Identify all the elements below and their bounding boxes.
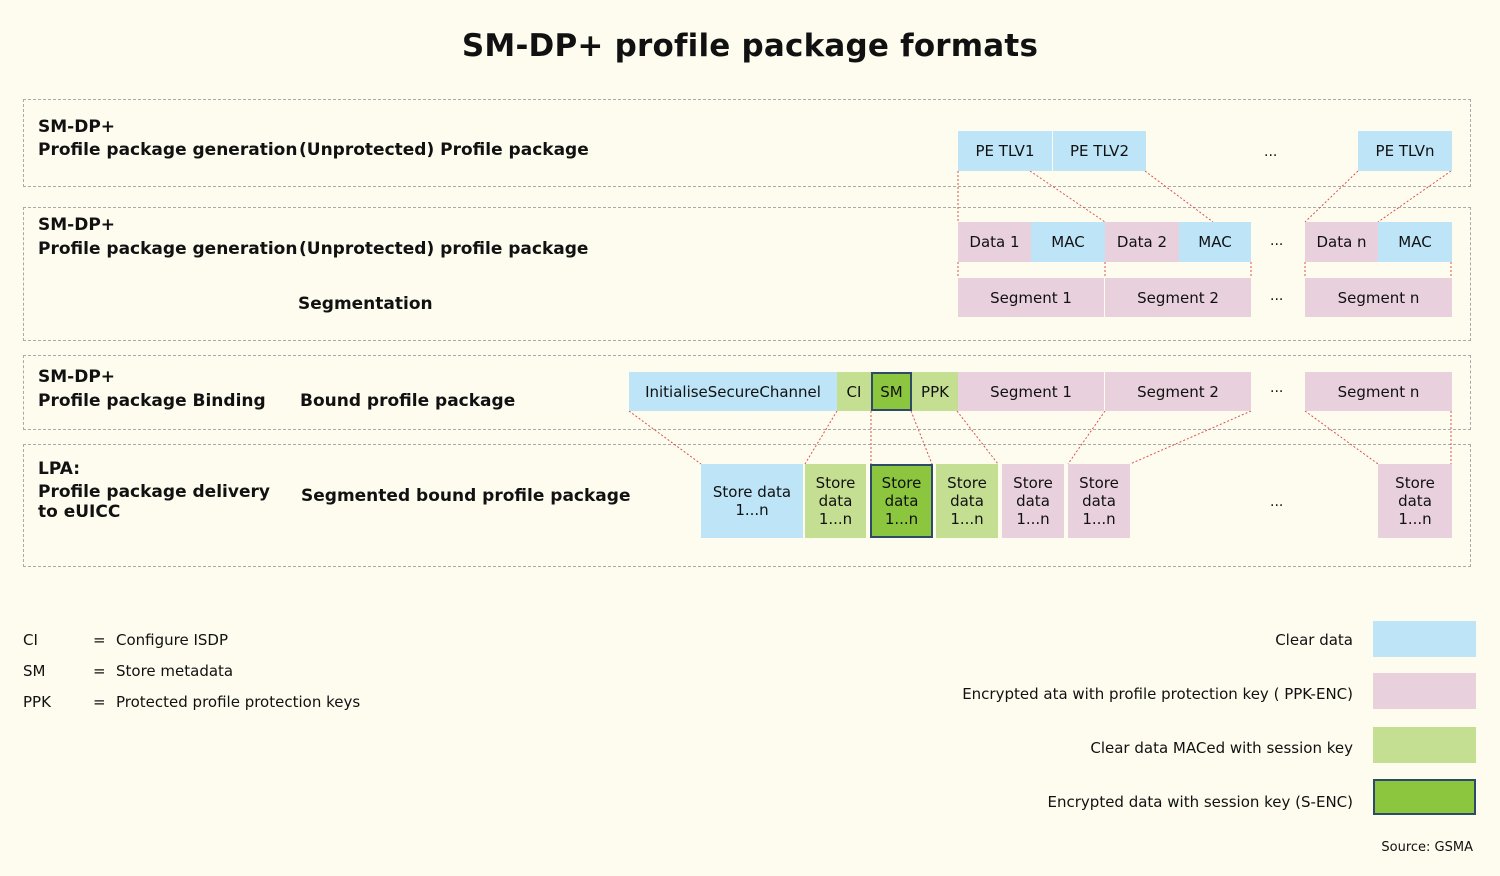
data-label: data bbox=[950, 492, 984, 510]
abbr-sm-eq: = bbox=[93, 662, 106, 680]
range-label: 1...n bbox=[1082, 510, 1116, 528]
legend-swatch-clear bbox=[1373, 621, 1476, 657]
row4-label-2: Profile package delivery bbox=[38, 482, 270, 502]
store-data-isc-box: Store data 1...n bbox=[701, 464, 803, 538]
row4-label-3: to eUICC bbox=[38, 502, 121, 522]
mac1-box: MAC bbox=[1031, 222, 1105, 262]
store-label: Store bbox=[815, 474, 856, 492]
ppk-box: PPK bbox=[912, 372, 958, 411]
store-data-ppk-box: Store data 1...n bbox=[936, 464, 998, 538]
abbr-ci-eq: = bbox=[93, 631, 106, 649]
initialise-secure-channel-box: InitialiseSecureChannel bbox=[629, 372, 837, 411]
legend-label-s-enc: Encrypted data with session key (S-ENC) bbox=[1047, 793, 1353, 811]
pe-tlvn-box: PE TLVn bbox=[1358, 131, 1452, 171]
abbr-sm: SM bbox=[23, 662, 46, 680]
store-label: Store bbox=[881, 474, 922, 492]
range-label: 1...n bbox=[1016, 510, 1050, 528]
ci-box: CI bbox=[837, 372, 871, 411]
row2-label-1: SM-DP+ bbox=[38, 215, 116, 235]
macn-box: MAC bbox=[1378, 222, 1452, 262]
range-label: 1...n bbox=[818, 510, 853, 528]
row1-label-2: Profile package generation bbox=[38, 140, 298, 160]
row4-label-1: LPA: bbox=[38, 459, 81, 479]
store-data-sm-box: Store data 1...n bbox=[870, 464, 933, 538]
store-data-segment1-box: Store data 1...n bbox=[1002, 464, 1064, 538]
legend-label-ppk-enc: Encrypted ata with profile protection ke… bbox=[962, 685, 1353, 703]
pe-tlv1-box: PE TLV1 bbox=[958, 131, 1052, 171]
band-binding bbox=[23, 355, 1471, 430]
ellipsis: ... bbox=[1270, 494, 1284, 510]
store-data-label: Store data bbox=[712, 483, 792, 501]
pe-tlv2-box: PE TLV2 bbox=[1053, 131, 1146, 171]
range-label: 1...n bbox=[884, 510, 919, 528]
band-generation-1 bbox=[23, 99, 1471, 187]
row4-description: Segmented bound profile package bbox=[301, 486, 631, 506]
band-generation-2 bbox=[23, 207, 1471, 341]
legend-swatch-s-enc bbox=[1373, 779, 1476, 815]
abbr-ppk: PPK bbox=[23, 693, 51, 711]
abbr-ci: CI bbox=[23, 631, 38, 649]
data-label: data bbox=[884, 492, 919, 510]
range-label: 1...n bbox=[1398, 510, 1432, 528]
row2-description: (Unprotected) profile package bbox=[299, 239, 589, 259]
sm-box: SM bbox=[871, 372, 912, 411]
abbr-ppk-eq: = bbox=[93, 693, 106, 711]
ellipsis: ... bbox=[1270, 233, 1284, 249]
bound-segmentn-box: Segment n bbox=[1305, 372, 1452, 411]
row1-description: (Unprotected) Profile package bbox=[299, 140, 589, 160]
row1-label-1: SM-DP+ bbox=[38, 117, 116, 137]
data-label: data bbox=[1016, 492, 1050, 510]
store-label: Store bbox=[1395, 474, 1435, 492]
data-label: data bbox=[818, 492, 853, 510]
range-label: 1...n bbox=[950, 510, 984, 528]
store-data-segmentn-box: Store data 1...n bbox=[1378, 464, 1452, 538]
store-label: Store bbox=[947, 474, 987, 492]
data-label: data bbox=[1082, 492, 1116, 510]
ellipsis: ... bbox=[1270, 288, 1284, 304]
bound-segment1-box: Segment 1 bbox=[958, 372, 1104, 411]
data1-box: Data 1 bbox=[958, 222, 1031, 262]
legend-label-maced: Clear data MACed with session key bbox=[1090, 739, 1353, 757]
datan-box: Data n bbox=[1305, 222, 1378, 262]
source-note: Source: GSMA bbox=[1381, 840, 1473, 855]
row3-label-1: SM-DP+ bbox=[38, 367, 116, 387]
row3-description: Bound profile package bbox=[300, 391, 516, 411]
store-label: Store bbox=[1079, 474, 1119, 492]
data2-box: Data 2 bbox=[1105, 222, 1179, 262]
segment1-box: Segment 1 bbox=[958, 278, 1104, 317]
mac2-box: MAC bbox=[1179, 222, 1251, 262]
row2-segmentation-label: Segmentation bbox=[298, 294, 433, 314]
row2-label-2: Profile package generation bbox=[38, 239, 298, 259]
segmentn-box: Segment n bbox=[1305, 278, 1452, 317]
store-data-ci-box: Store data 1...n bbox=[805, 464, 866, 538]
abbr-ppk-meaning: Protected profile protection keys bbox=[116, 693, 361, 711]
diagram-title: SM-DP+ profile package formats bbox=[461, 28, 1039, 64]
segment2-box: Segment 2 bbox=[1105, 278, 1251, 317]
row3-label-2: Profile package Binding bbox=[38, 391, 266, 411]
legend-swatch-ppk-enc bbox=[1373, 673, 1476, 709]
abbr-ci-meaning: Configure ISDP bbox=[116, 631, 229, 649]
ellipsis: ... bbox=[1264, 144, 1278, 160]
store-label: Store bbox=[1013, 474, 1053, 492]
store-data-range: 1...n bbox=[735, 501, 769, 519]
abbr-sm-meaning: Store metadata bbox=[116, 662, 234, 680]
ellipsis: ... bbox=[1270, 380, 1284, 396]
bound-segment2-box: Segment 2 bbox=[1105, 372, 1251, 411]
store-data-segment2-box: Store data 1...n bbox=[1068, 464, 1130, 538]
legend-swatch-maced bbox=[1373, 727, 1476, 763]
band-delivery bbox=[23, 444, 1471, 567]
legend-label-clear: Clear data bbox=[1275, 631, 1353, 649]
data-label: data bbox=[1398, 492, 1432, 510]
